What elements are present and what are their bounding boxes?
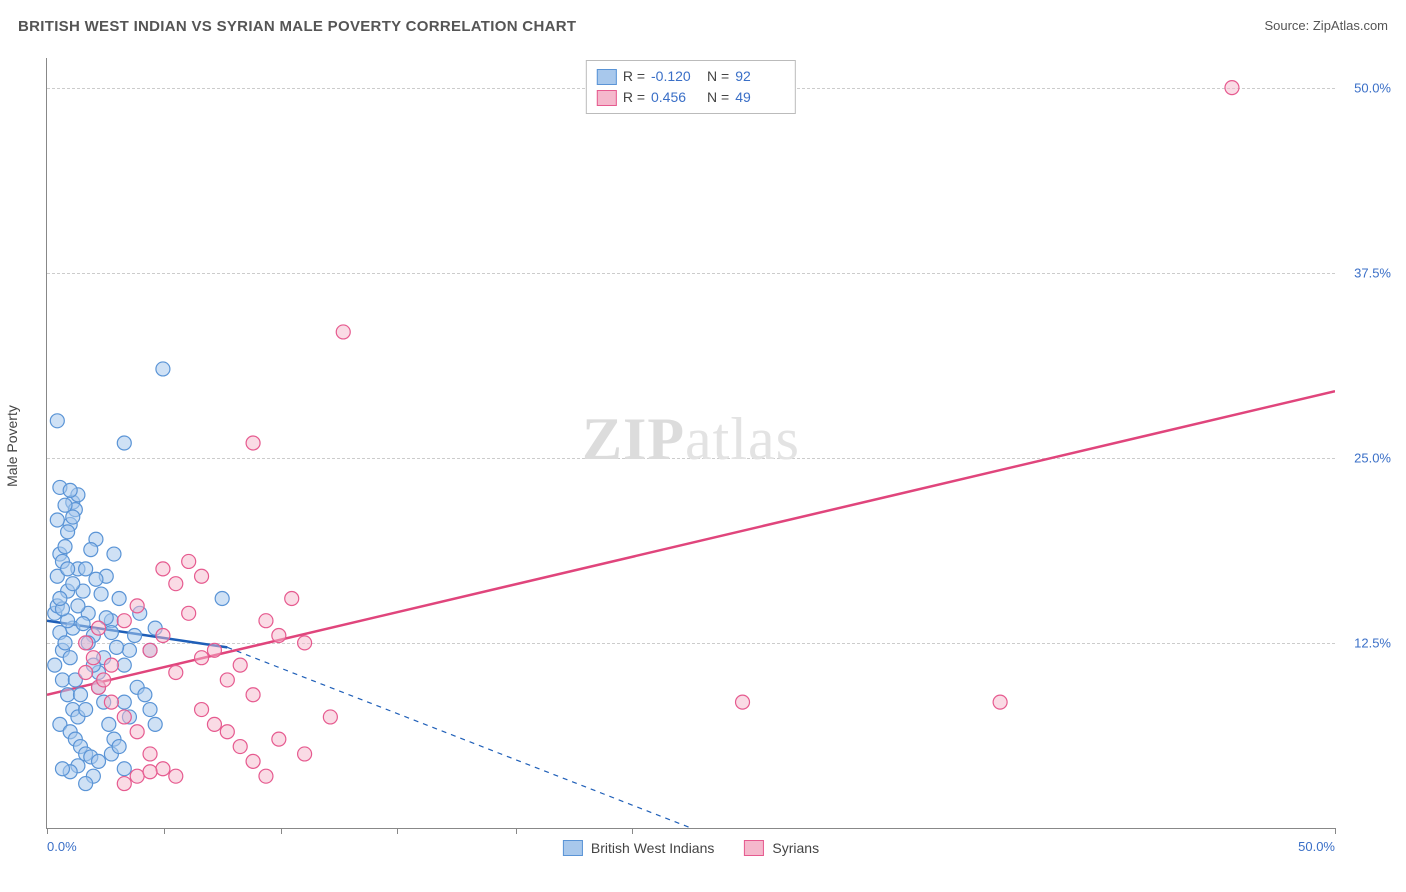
x-tick — [164, 828, 165, 834]
legend-row-syr: R = 0.456 N = 49 — [597, 87, 785, 108]
r-value-bwi: -0.120 — [651, 66, 701, 87]
x-tick — [397, 828, 398, 834]
x-tick-label: 0.0% — [47, 839, 77, 854]
x-tick — [47, 828, 48, 834]
swatch-bwi — [597, 69, 617, 85]
y-axis-label: Male Poverty — [4, 405, 20, 487]
legend-item-syr: Syrians — [744, 840, 819, 856]
correlation-legend: R = -0.120 N = 92 R = 0.456 N = 49 — [586, 60, 796, 114]
r-label: R = — [623, 66, 645, 87]
swatch-syr — [597, 90, 617, 106]
x-tick — [516, 828, 517, 834]
x-tick — [281, 828, 282, 834]
y-tick-label: 50.0% — [1341, 80, 1391, 95]
r-label: R = — [623, 87, 645, 108]
x-tick — [632, 828, 633, 834]
swatch-bwi — [563, 840, 583, 856]
chart-title: BRITISH WEST INDIAN VS SYRIAN MALE POVER… — [18, 18, 576, 35]
legend-item-bwi: British West Indians — [563, 840, 714, 856]
x-tick — [1335, 828, 1336, 834]
n-value-syr: 49 — [735, 87, 785, 108]
source-label: Source: ZipAtlas.com — [1264, 18, 1388, 33]
y-tick-label: 12.5% — [1341, 635, 1391, 650]
y-tick-label: 37.5% — [1341, 265, 1391, 280]
y-tick-label: 25.0% — [1341, 450, 1391, 465]
n-label: N = — [707, 87, 729, 108]
series-name-bwi: British West Indians — [591, 840, 714, 856]
r-value-syr: 0.456 — [651, 87, 701, 108]
x-tick-label: 50.0% — [1298, 839, 1335, 854]
series-legend: British West Indians Syrians — [563, 840, 819, 856]
plot-area: ZIPatlas R = -0.120 N = 92 R = 0.456 N =… — [46, 58, 1335, 829]
swatch-syr — [744, 840, 764, 856]
series-name-syr: Syrians — [772, 840, 819, 856]
legend-row-bwi: R = -0.120 N = 92 — [597, 66, 785, 87]
n-value-bwi: 92 — [735, 66, 785, 87]
chart-svg — [47, 58, 1335, 828]
n-label: N = — [707, 66, 729, 87]
